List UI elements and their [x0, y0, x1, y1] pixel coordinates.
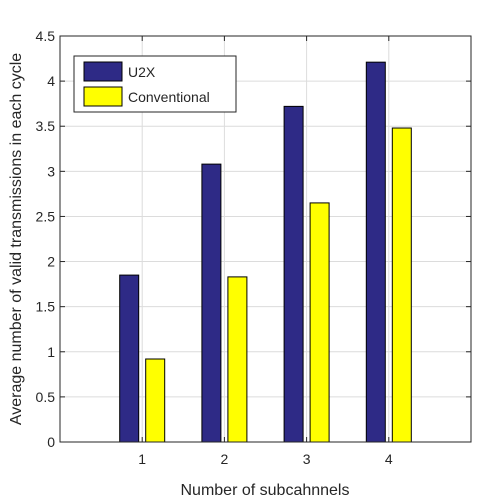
legend-swatch-conventional	[83, 86, 123, 107]
y-tick-label: 3.5	[36, 118, 56, 134]
y-tick-label: 2.5	[36, 208, 56, 224]
x-tick-label: 2	[221, 451, 229, 467]
y-tick-label: 1.5	[36, 299, 56, 315]
y-tick-label: 2	[47, 254, 55, 270]
bar-u2x-1	[119, 274, 140, 443]
y-axis-ticks: 0 0.5 1 1.5 2 2.5 3 3.5 4 4.5	[36, 28, 471, 450]
x-axis-label: Number of subcahnnels	[181, 482, 350, 499]
bar-conventional-1	[145, 358, 166, 443]
y-axis-label: Average number of valid transmissions in…	[8, 53, 25, 425]
bar-conventional-2	[227, 276, 248, 443]
y-tick-label: 3	[47, 163, 55, 179]
x-tick-label: 3	[303, 451, 311, 467]
y-tick-label: 4	[47, 73, 55, 89]
legend: U2X Conventional	[73, 55, 237, 113]
plot-frame	[59, 35, 472, 443]
legend-label-u2x: U2X	[128, 64, 156, 80]
bar-conventional-3	[309, 202, 330, 443]
legend-swatch-u2x	[83, 61, 123, 82]
bar-u2x-2	[201, 163, 222, 443]
bar-conventional-4	[391, 127, 412, 443]
y-tick-label: 1	[47, 344, 55, 360]
y-tick-label: 0.5	[36, 389, 56, 405]
bar-u2x-3	[283, 105, 304, 443]
x-axis-ticks: 1 2 3 4	[138, 36, 393, 467]
bar-u2x-4	[365, 61, 386, 443]
y-tick-label: 0	[47, 434, 55, 450]
y-tick-label: 4.5	[36, 28, 56, 44]
legend-label-conventional: Conventional	[128, 89, 210, 105]
x-tick-label: 1	[138, 451, 146, 467]
x-tick-label: 4	[385, 451, 393, 467]
